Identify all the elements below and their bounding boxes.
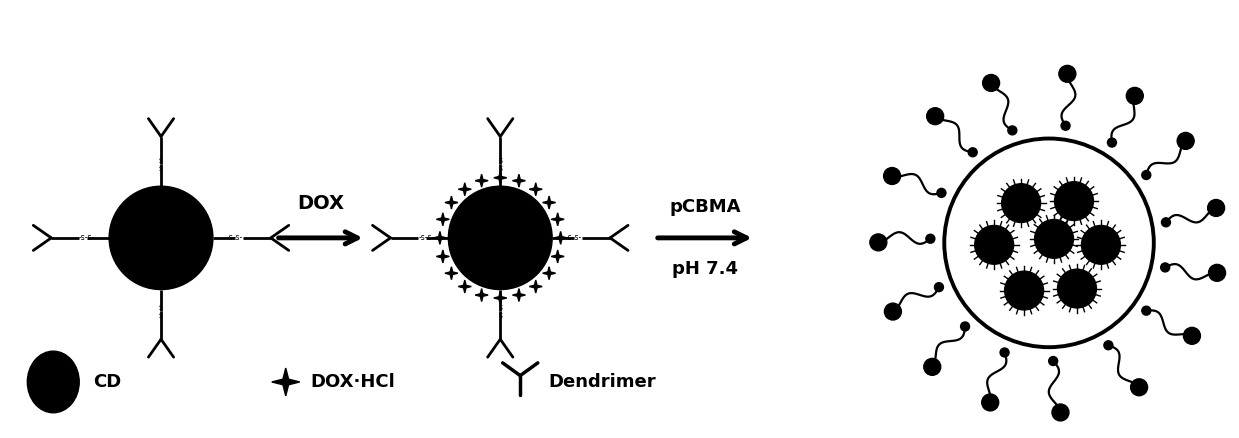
Text: DOX·HCl: DOX·HCl bbox=[311, 373, 395, 391]
Circle shape bbox=[1104, 341, 1113, 350]
Circle shape bbox=[1183, 327, 1201, 344]
Polygon shape bbox=[494, 292, 507, 304]
Text: -s-s-: -s-s- bbox=[566, 233, 582, 242]
Circle shape bbox=[981, 394, 999, 411]
Polygon shape bbox=[436, 250, 450, 263]
Circle shape bbox=[934, 283, 943, 292]
Circle shape bbox=[1005, 271, 1043, 310]
Circle shape bbox=[1108, 138, 1116, 147]
Text: CD: CD bbox=[93, 373, 121, 391]
Polygon shape bbox=[513, 289, 525, 301]
Circle shape bbox=[937, 188, 945, 198]
Circle shape bbox=[1052, 404, 1069, 421]
Text: s
s: s s bbox=[159, 303, 164, 320]
Circle shape bbox=[449, 186, 553, 290]
Polygon shape bbox=[475, 174, 488, 187]
Text: -s-s-: -s-s- bbox=[227, 233, 243, 242]
Circle shape bbox=[1082, 226, 1120, 264]
Circle shape bbox=[1208, 265, 1225, 281]
Polygon shape bbox=[543, 267, 555, 280]
Text: pH 7.4: pH 7.4 bbox=[672, 260, 737, 278]
Circle shape bbox=[1035, 219, 1073, 258]
Circle shape bbox=[1001, 184, 1041, 223]
Polygon shape bbox=[475, 289, 488, 301]
Text: s
s: s s bbox=[498, 303, 502, 320]
Polygon shape bbox=[436, 213, 450, 226]
Circle shape bbox=[1161, 263, 1170, 272]
Text: -s-s-: -s-s- bbox=[79, 233, 95, 242]
Text: s
s: s s bbox=[159, 155, 164, 173]
Circle shape bbox=[1059, 65, 1075, 82]
Circle shape bbox=[1177, 132, 1194, 149]
Circle shape bbox=[870, 234, 887, 251]
Circle shape bbox=[926, 234, 935, 243]
Circle shape bbox=[1061, 121, 1070, 130]
Circle shape bbox=[1058, 269, 1097, 308]
Circle shape bbox=[1142, 306, 1151, 315]
Polygon shape bbox=[513, 174, 525, 187]
Circle shape bbox=[1208, 200, 1224, 216]
Circle shape bbox=[927, 108, 944, 125]
Text: Dendrimer: Dendrimer bbox=[548, 373, 655, 391]
Polygon shape bbox=[529, 280, 543, 293]
Polygon shape bbox=[529, 183, 543, 196]
Circle shape bbox=[883, 168, 901, 184]
Circle shape bbox=[1161, 218, 1171, 227]
Text: -s-s-: -s-s- bbox=[419, 233, 435, 242]
Circle shape bbox=[109, 186, 213, 290]
Circle shape bbox=[983, 74, 1000, 92]
Text: pCBMA: pCBMA bbox=[669, 198, 741, 216]
Text: DOX: DOX bbox=[297, 194, 344, 213]
Circle shape bbox=[1007, 126, 1017, 135]
Polygon shape bbox=[445, 267, 458, 280]
Circle shape bbox=[1054, 182, 1094, 220]
Polygon shape bbox=[554, 231, 567, 244]
Polygon shape bbox=[445, 196, 458, 209]
Circle shape bbox=[924, 358, 940, 375]
Polygon shape bbox=[271, 368, 300, 396]
Circle shape bbox=[1131, 379, 1147, 396]
Polygon shape bbox=[458, 280, 471, 293]
Circle shape bbox=[975, 226, 1014, 264]
Circle shape bbox=[885, 303, 902, 320]
Polygon shape bbox=[458, 183, 471, 196]
Polygon shape bbox=[434, 231, 446, 244]
Circle shape bbox=[960, 322, 970, 331]
Polygon shape bbox=[494, 171, 507, 184]
Circle shape bbox=[1142, 170, 1151, 180]
Polygon shape bbox=[551, 213, 564, 226]
Circle shape bbox=[1126, 88, 1144, 104]
Circle shape bbox=[1048, 357, 1058, 365]
Circle shape bbox=[944, 138, 1154, 347]
Polygon shape bbox=[543, 196, 555, 209]
Circle shape bbox=[1000, 348, 1009, 357]
Circle shape bbox=[968, 148, 978, 157]
Ellipse shape bbox=[27, 351, 79, 413]
Polygon shape bbox=[551, 250, 564, 263]
Text: s
s: s s bbox=[498, 155, 502, 173]
